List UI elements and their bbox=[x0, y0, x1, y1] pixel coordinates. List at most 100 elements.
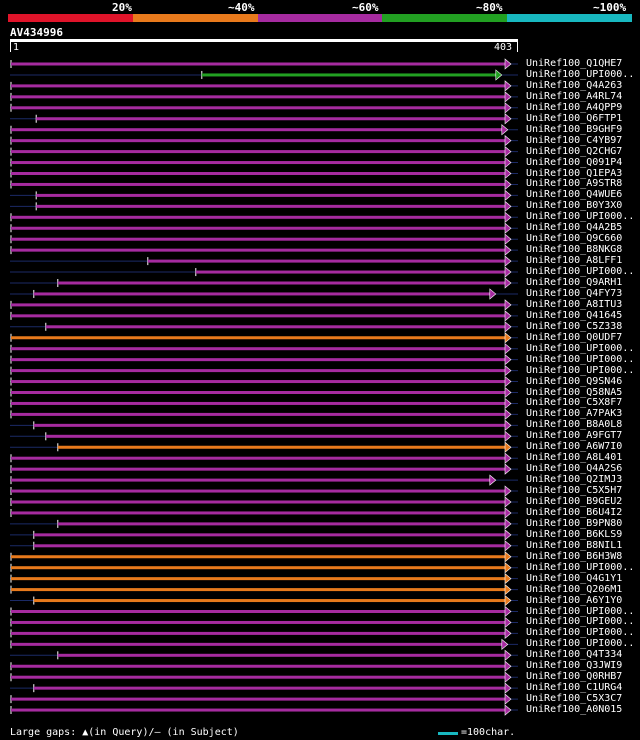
hit-bar[interactable] bbox=[36, 117, 505, 121]
hit-bar[interactable] bbox=[11, 380, 505, 384]
hit-label[interactable]: UniRef100_A8LFF1 bbox=[526, 255, 623, 267]
hit-label[interactable]: UniRef100_B8A0L8 bbox=[526, 419, 623, 431]
hit-bar[interactable] bbox=[11, 610, 505, 613]
hit-label[interactable]: UniRef100_Q3JWI9 bbox=[526, 660, 623, 672]
hit-bar[interactable] bbox=[11, 358, 505, 362]
hit-bar[interactable] bbox=[11, 401, 505, 405]
hit-bar[interactable] bbox=[11, 566, 505, 570]
hit-label[interactable]: UniRef100_A8ITU3 bbox=[526, 298, 623, 310]
hit-label[interactable]: UniRef100_UPI000.. bbox=[526, 364, 635, 376]
hit-label[interactable]: UniRef100_C4YB97 bbox=[526, 134, 623, 146]
hit-bar[interactable] bbox=[11, 215, 505, 219]
hit-label[interactable]: UniRef100_C5Z338 bbox=[526, 320, 623, 332]
hit-bar[interactable] bbox=[11, 226, 505, 230]
hit-label[interactable]: UniRef100_Q9ARH1 bbox=[526, 277, 623, 288]
hit-label[interactable]: UniRef100_UPI000.. bbox=[526, 211, 635, 223]
hit-label[interactable]: UniRef100_Q1EPA3 bbox=[526, 167, 623, 179]
hit-bar[interactable] bbox=[11, 95, 505, 99]
hit-label[interactable]: UniRef100_Q091P4 bbox=[526, 156, 623, 168]
hit-label[interactable]: UniRef100_Q0RHB7 bbox=[526, 671, 623, 683]
hit-label[interactable]: UniRef100_B9GHF9 bbox=[526, 123, 623, 135]
hit-bar[interactable] bbox=[11, 237, 505, 241]
hit-bar[interactable] bbox=[11, 642, 502, 646]
hit-bar[interactable] bbox=[11, 172, 505, 175]
hit-bar[interactable] bbox=[147, 259, 506, 263]
hit-label[interactable]: UniRef100_Q41645 bbox=[526, 309, 623, 321]
hit-label[interactable]: UniRef100_UPI000.. bbox=[526, 638, 635, 650]
hit-label[interactable]: UniRef100_B9PN80 bbox=[526, 517, 623, 529]
hit-label[interactable]: UniRef100_Q4T334 bbox=[526, 649, 623, 661]
hit-label[interactable]: UniRef100_B6H3W8 bbox=[526, 550, 623, 562]
hit-bar[interactable] bbox=[36, 204, 505, 208]
hit-bar[interactable] bbox=[11, 588, 505, 592]
hit-bar[interactable] bbox=[45, 434, 506, 438]
hit-label[interactable]: UniRef100_Q0UDF7 bbox=[526, 331, 623, 343]
hit-bar[interactable] bbox=[201, 73, 496, 77]
hit-bar[interactable] bbox=[11, 577, 505, 581]
hit-label[interactable]: UniRef100_UPI000.. bbox=[526, 68, 635, 80]
hit-bar[interactable] bbox=[11, 161, 505, 165]
hit-label[interactable]: UniRef100_Q4WUE6 bbox=[526, 189, 623, 201]
hit-label[interactable]: UniRef100_A4RL74 bbox=[526, 90, 623, 102]
hit-label[interactable]: UniRef100_UPI000.. bbox=[526, 353, 635, 365]
hit-label[interactable]: UniRef100_C1URG4 bbox=[526, 682, 623, 694]
hit-label[interactable]: UniRef100_UPI000.. bbox=[526, 266, 635, 278]
hit-label[interactable]: UniRef100_Q4A2B5 bbox=[526, 222, 623, 234]
hit-bar[interactable] bbox=[11, 314, 505, 318]
hit-bar[interactable] bbox=[11, 182, 505, 186]
hit-label[interactable]: UniRef100_Q4A263 bbox=[526, 79, 623, 91]
hit-label[interactable]: UniRef100_Q2CHG7 bbox=[526, 145, 623, 157]
hit-bar[interactable] bbox=[11, 369, 505, 373]
hit-bar[interactable] bbox=[57, 653, 506, 657]
hit-label[interactable]: UniRef100_A4QPP9 bbox=[526, 101, 623, 113]
hit-label[interactable]: UniRef100_Q9C660 bbox=[526, 233, 623, 245]
hit-bar[interactable] bbox=[11, 303, 505, 307]
hit-label[interactable]: UniRef100_UPI000.. bbox=[526, 616, 635, 628]
hit-bar[interactable] bbox=[11, 511, 505, 515]
hit-bar[interactable] bbox=[11, 106, 505, 110]
hit-bar[interactable] bbox=[11, 697, 505, 701]
hit-label[interactable]: UniRef100_Q2IMJ3 bbox=[526, 474, 623, 486]
hit-label[interactable]: UniRef100_B8NIL1 bbox=[526, 539, 623, 551]
hit-bar[interactable] bbox=[57, 445, 506, 449]
hit-label[interactable]: UniRef100_Q4FY73 bbox=[526, 287, 623, 299]
hit-bar[interactable] bbox=[11, 555, 505, 559]
hit-label[interactable]: UniRef100_A0N015 bbox=[526, 704, 623, 716]
hit-bar[interactable] bbox=[33, 292, 490, 296]
hit-label[interactable]: UniRef100_B9GEU2 bbox=[526, 496, 623, 507]
hit-bar[interactable] bbox=[11, 620, 505, 624]
hit-bar[interactable] bbox=[11, 489, 505, 493]
hit-label[interactable]: UniRef100_A6W7I0 bbox=[526, 441, 623, 453]
hit-label[interactable]: UniRef100_A6Y1Y0 bbox=[526, 594, 623, 606]
hit-bar[interactable] bbox=[57, 522, 506, 526]
hit-label[interactable]: UniRef100_Q9SN46 bbox=[526, 375, 623, 387]
hit-bar[interactable] bbox=[11, 391, 505, 394]
hit-label[interactable]: UniRef100_Q206M1 bbox=[526, 583, 623, 595]
hit-label[interactable]: UniRef100_Q58NA5 bbox=[526, 386, 623, 398]
hit-bar[interactable] bbox=[33, 423, 506, 427]
hit-bar[interactable] bbox=[11, 412, 505, 416]
hit-label[interactable]: UniRef100_Q4A2S6 bbox=[526, 463, 623, 475]
hit-bar[interactable] bbox=[11, 150, 505, 154]
hit-label[interactable]: UniRef100_C5X8F7 bbox=[526, 397, 623, 409]
hit-label[interactable]: UniRef100_C5X5H7 bbox=[526, 485, 623, 497]
hit-bar[interactable] bbox=[33, 599, 506, 603]
hit-label[interactable]: UniRef100_Q4G1Y1 bbox=[526, 572, 623, 584]
hit-bar[interactable] bbox=[33, 533, 506, 537]
hit-bar[interactable] bbox=[11, 478, 490, 482]
hit-label[interactable]: UniRef100_B0Y3X0 bbox=[526, 200, 623, 212]
hit-bar[interactable] bbox=[33, 544, 506, 548]
hit-bar[interactable] bbox=[36, 193, 505, 197]
hit-bar[interactable] bbox=[33, 686, 506, 690]
hit-bar[interactable] bbox=[11, 336, 505, 340]
hit-label[interactable]: UniRef100_UPI000.. bbox=[526, 627, 635, 639]
hit-bar[interactable] bbox=[11, 128, 502, 132]
hit-label[interactable]: UniRef100_UPI000.. bbox=[526, 342, 635, 354]
hit-label[interactable]: UniRef100_A9FGT7 bbox=[526, 430, 623, 442]
hit-bar[interactable] bbox=[11, 467, 505, 471]
hit-label[interactable]: UniRef100_UPI000.. bbox=[526, 561, 635, 573]
hit-bar[interactable] bbox=[195, 270, 506, 274]
hit-label[interactable]: UniRef100_B6KLS9 bbox=[526, 528, 623, 540]
hit-label[interactable]: UniRef100_A8L401 bbox=[526, 452, 623, 464]
hit-label[interactable]: UniRef100_C5X3C7 bbox=[526, 693, 623, 705]
